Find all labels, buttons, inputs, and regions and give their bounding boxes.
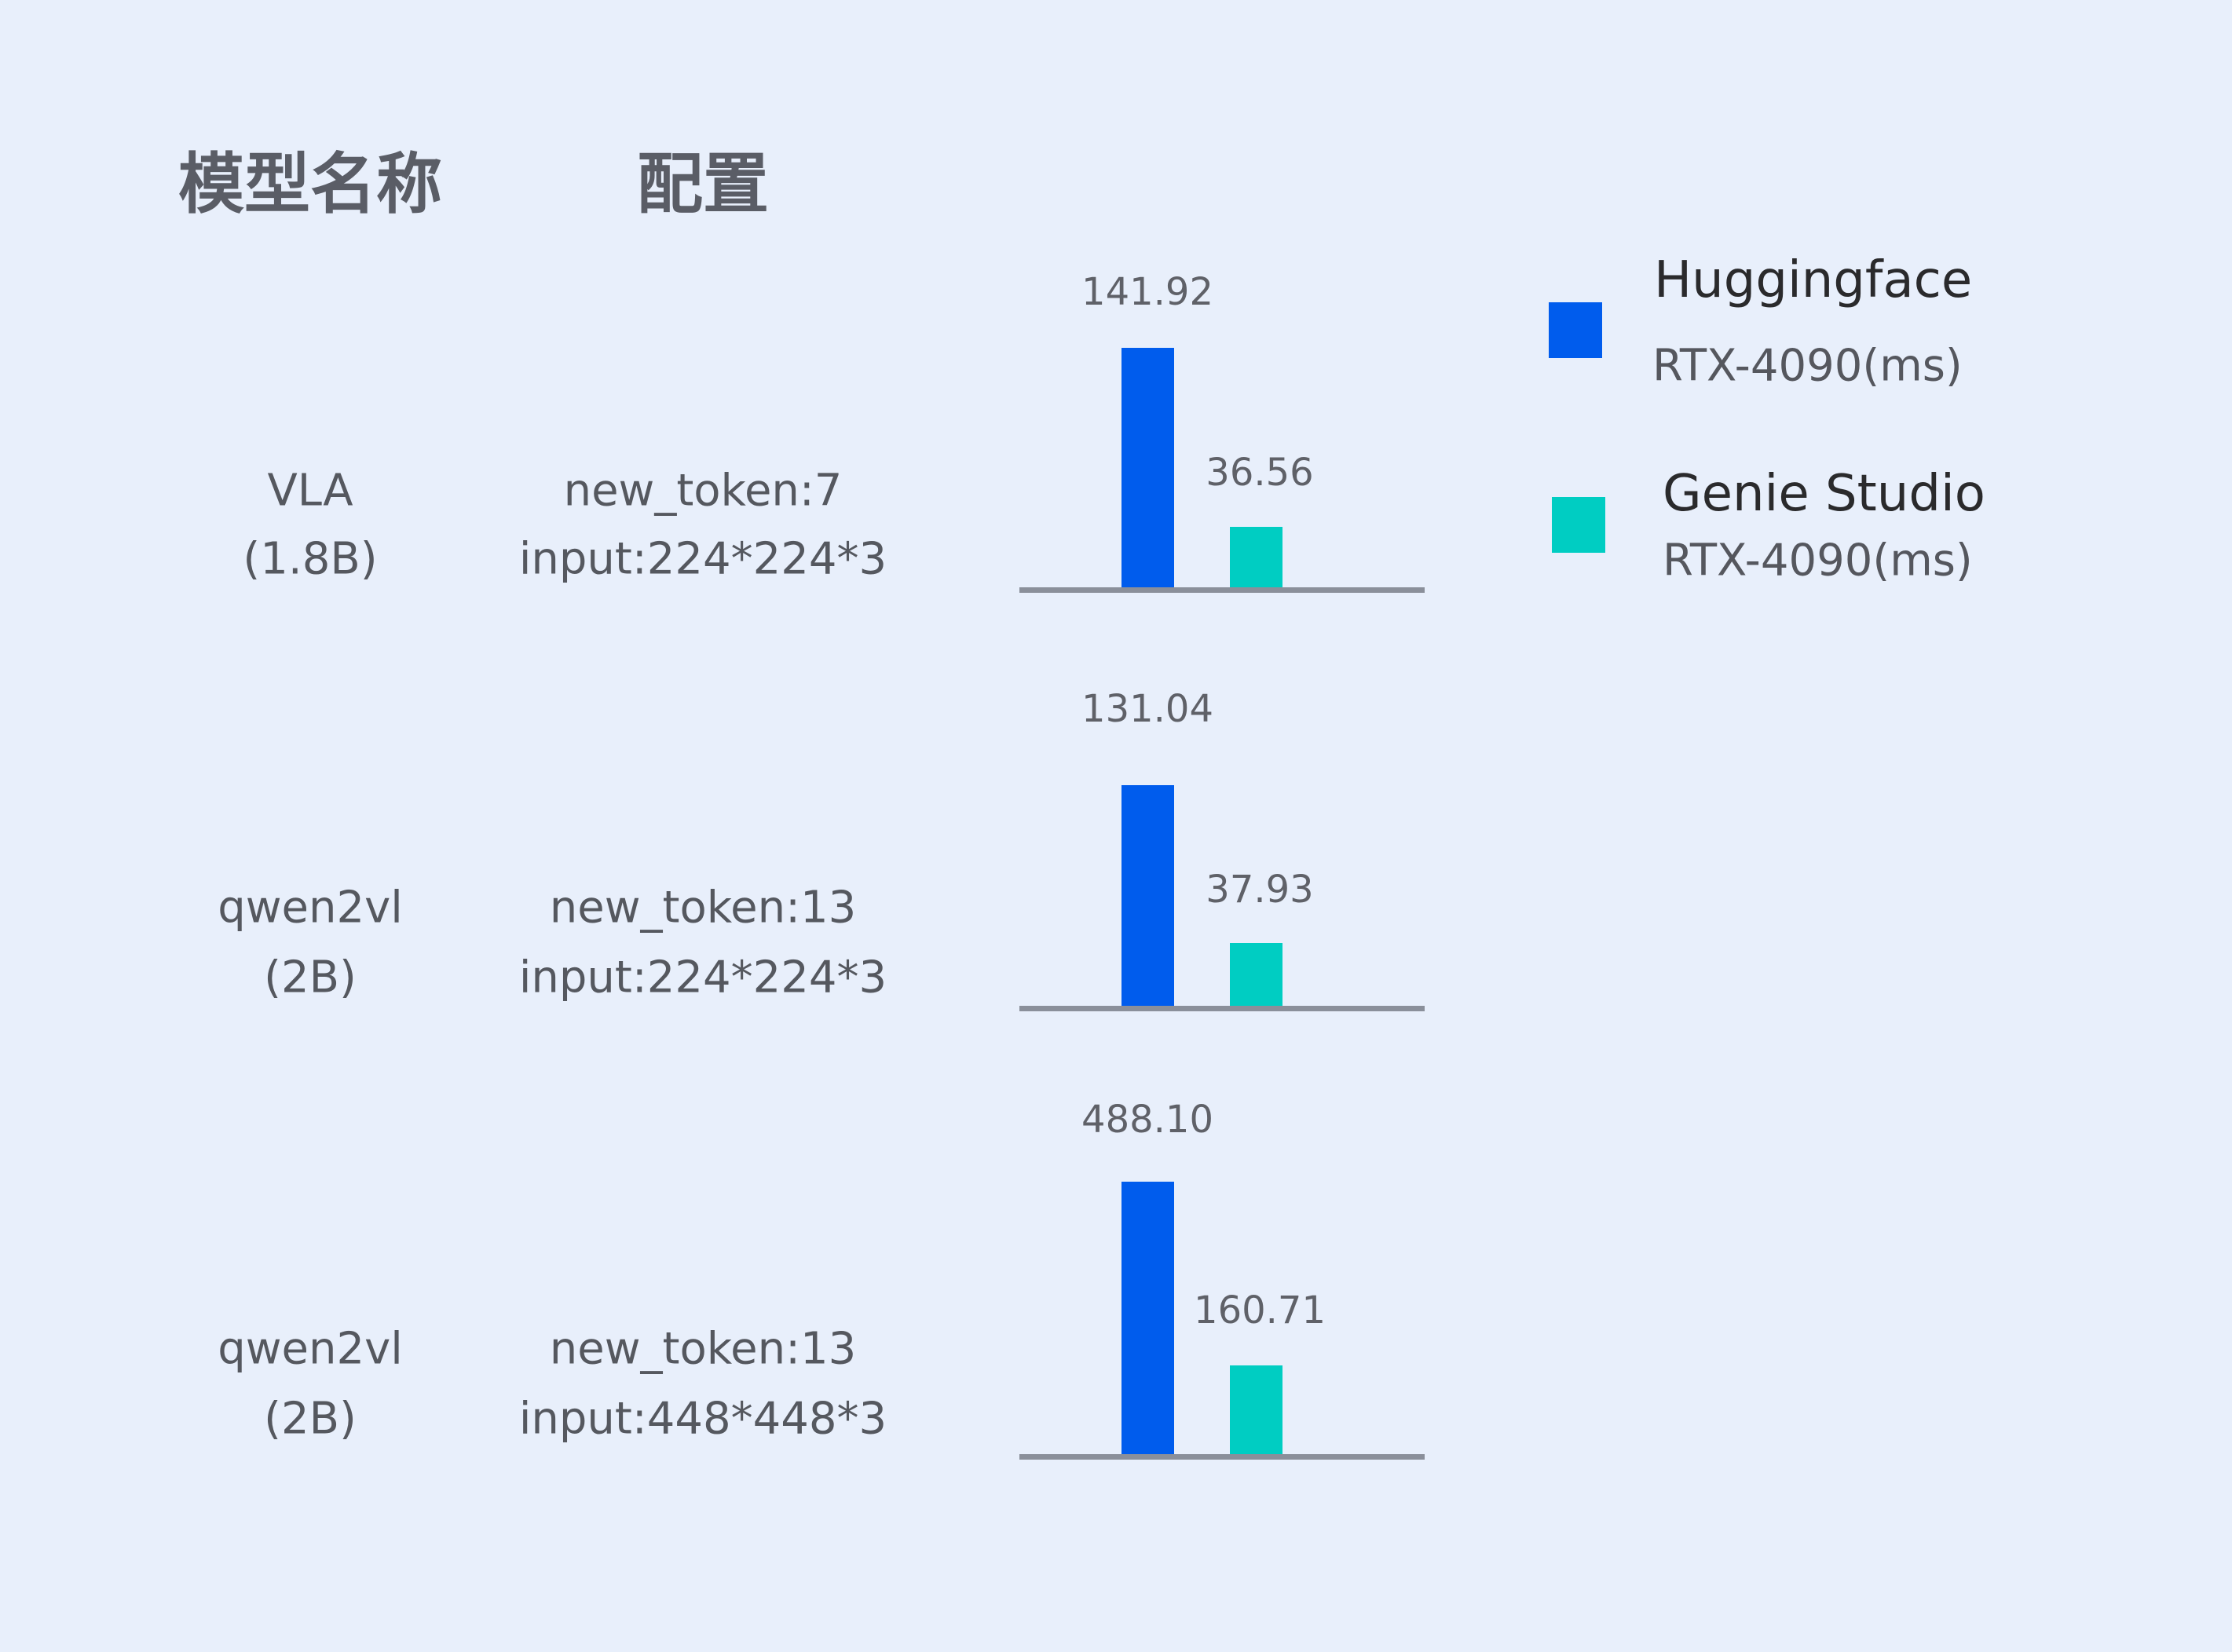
legend-genie-studio-sub: RTX-4090(ms): [1663, 535, 1973, 587]
value-label-genie-studio: 36.56: [1206, 451, 1314, 495]
bar-genie-studio: [1230, 1365, 1282, 1456]
x-axis-baseline: [1019, 1006, 1425, 1011]
x-axis-baseline: [1019, 587, 1425, 593]
model-size: (2B): [264, 1393, 357, 1445]
value-label-huggingface: 488.10: [1081, 1098, 1213, 1142]
legend-huggingface-label: Huggingface: [1654, 251, 1973, 309]
header-config: 配置: [636, 145, 770, 223]
config-new-token: new_token:7: [563, 465, 843, 517]
legend-swatch-huggingface: [1549, 302, 1602, 358]
config-new-token: new_token:13: [549, 882, 857, 934]
bar-huggingface: [1121, 348, 1174, 589]
header-model-name: 模型名称: [177, 145, 443, 223]
model-size: (2B): [264, 952, 357, 1003]
value-label-genie-studio: 160.71: [1194, 1288, 1326, 1332]
value-label-genie-studio: 37.93: [1206, 868, 1314, 912]
bar-huggingface: [1121, 785, 1174, 1007]
value-label-huggingface: 131.04: [1081, 687, 1213, 731]
legend-huggingface-sub: RTX-4090(ms): [1652, 340, 1963, 392]
model-name: VLA: [267, 465, 353, 517]
x-axis-baseline: [1019, 1454, 1425, 1460]
config-input: input:224*224*3: [518, 533, 887, 585]
bar-genie-studio: [1230, 527, 1282, 589]
bar-huggingface: [1121, 1182, 1174, 1456]
legend-swatch-genie-studio: [1552, 497, 1605, 553]
config-input: input:448*448*3: [518, 1393, 887, 1445]
bar-genie-studio: [1230, 943, 1282, 1007]
config-new-token: new_token:13: [549, 1323, 857, 1375]
model-name: qwen2vl: [218, 882, 403, 934]
model-size: (1.8B): [243, 533, 378, 585]
value-label-huggingface: 141.92: [1081, 270, 1213, 314]
model-name: qwen2vl: [218, 1323, 403, 1375]
legend-genie-studio-label: Genie Studio: [1663, 465, 1985, 523]
config-input: input:224*224*3: [518, 952, 887, 1003]
